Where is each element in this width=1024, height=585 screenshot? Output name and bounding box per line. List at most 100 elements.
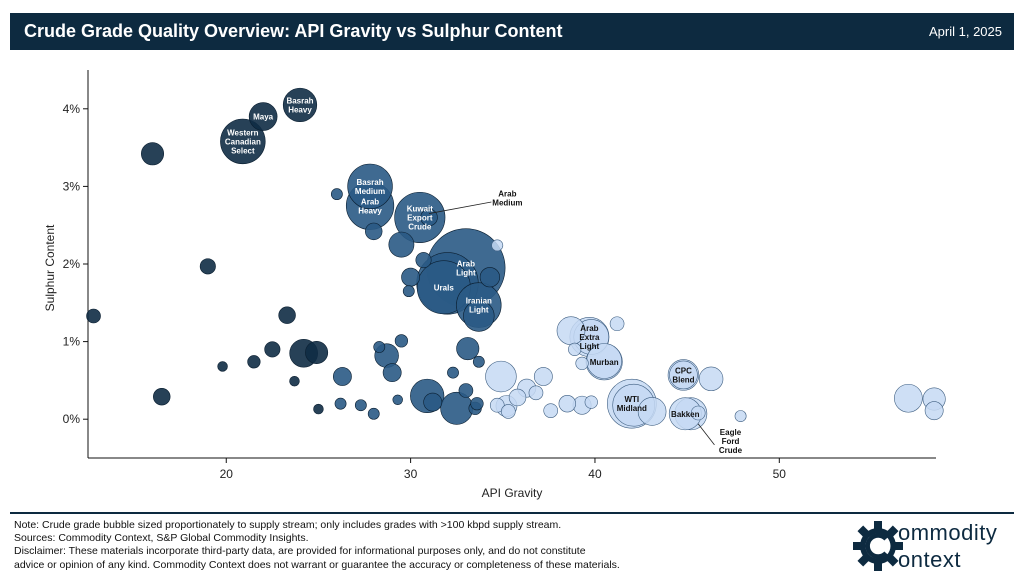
bubble <box>388 231 415 258</box>
bubble <box>313 403 324 415</box>
x-tick-label: 50 <box>773 467 787 481</box>
bubble-label: WTI Midland <box>617 395 647 413</box>
bubble <box>354 399 367 412</box>
bubble <box>247 355 261 369</box>
gear-c-icon <box>853 521 903 571</box>
report-date: April 1, 2025 <box>929 24 1002 39</box>
bubble <box>734 410 747 422</box>
bubble <box>289 375 300 387</box>
bubble <box>690 405 706 421</box>
bubble <box>456 337 480 361</box>
bubble <box>217 361 228 372</box>
y-axis-title: Sulphur Content <box>43 224 57 311</box>
x-axis-title: API Gravity <box>482 486 543 500</box>
bubble-label: Arab Light <box>456 259 476 277</box>
bubble <box>332 367 352 386</box>
bubble-label: Basrah Medium <box>355 178 385 196</box>
y-tick-label: 4% <box>63 102 81 116</box>
commodity-context-logo: ommodity ontext <box>852 516 1012 582</box>
bubble-label: Kuwait Export Crude <box>407 204 434 231</box>
bubble <box>584 395 598 409</box>
y-tick-label: 0% <box>63 412 81 426</box>
bubble-label: CPC Blend <box>672 366 694 384</box>
bubble-label: Western Canadian Select <box>225 128 261 155</box>
bubble <box>479 267 500 288</box>
bubble <box>420 208 438 227</box>
header-bar: Crude Grade Quality Overview: API Gravit… <box>10 13 1014 50</box>
bubble <box>533 367 553 386</box>
bubble-label: Bakken <box>671 410 700 419</box>
bubble <box>330 188 343 201</box>
bubble <box>485 360 517 393</box>
bubble <box>491 239 504 252</box>
footer-notes: Note: Crude grade bubble sized proportio… <box>14 519 814 572</box>
bubble-label: Arab Heavy <box>358 197 382 215</box>
bubble <box>458 383 474 398</box>
bubble-label: Maya <box>253 113 274 122</box>
bubble-basrah-medium <box>347 163 393 210</box>
bubble <box>199 258 216 275</box>
bubble-kuwait-export-crude <box>394 191 446 243</box>
bubble <box>568 342 582 356</box>
bubble <box>278 306 296 324</box>
x-tick-label: 20 <box>220 467 234 481</box>
callout-label: Eagle Ford Crude <box>719 428 743 455</box>
footer-note: Note: Crude grade bubble sized proportio… <box>14 519 562 531</box>
bubble <box>367 407 380 420</box>
bubble <box>153 387 171 406</box>
bubble <box>394 334 408 348</box>
bubble-basrah-heavy <box>282 87 318 123</box>
chart-title: Crude Grade Quality Overview: API Gravit… <box>24 21 563 41</box>
callout-label: Arab Medium <box>492 190 522 208</box>
bubble <box>86 308 101 324</box>
footer-disclaimer-1: Disclaimer: These materials incorporate … <box>14 545 586 558</box>
y-tick-label: 3% <box>63 179 81 193</box>
bubble <box>489 397 505 413</box>
x-tick-label: 30 <box>404 467 418 481</box>
bubble <box>305 340 329 364</box>
bubble <box>402 285 415 298</box>
bubble <box>558 394 577 413</box>
bubble-maya <box>248 102 278 131</box>
bubble <box>637 397 667 426</box>
bubble <box>575 356 589 370</box>
bubble <box>463 300 495 332</box>
footer-divider <box>10 512 1014 514</box>
bubble <box>894 383 923 413</box>
bubble-western-canadian-select <box>220 118 266 165</box>
bubble <box>373 341 386 353</box>
y-tick-label: 1% <box>63 335 81 349</box>
bubble <box>392 394 403 405</box>
bubble <box>528 385 544 401</box>
logo-text-context: ontext <box>898 547 961 572</box>
y-tick-label: 2% <box>63 257 81 271</box>
callout-leader <box>428 201 492 214</box>
bubble <box>924 401 944 421</box>
bubble <box>472 355 485 368</box>
bubble <box>382 363 402 383</box>
bubble <box>141 142 165 166</box>
callout-leader <box>697 423 715 446</box>
footer-sources: Sources: Commodity Context, S&P Global C… <box>14 532 309 545</box>
bubble <box>401 267 421 287</box>
footer-disclaimer-2: advice or opinion of any kind. Commodity… <box>14 558 620 571</box>
bubble <box>334 397 347 410</box>
bubble <box>447 366 459 379</box>
x-tick-label: 40 <box>588 467 602 481</box>
bubble-label: Murban <box>590 358 619 367</box>
scatter-chart: 20 30 40 50 0% 1% 2% 3% 4% Basrah Heavy Maya Wester… <box>43 70 946 500</box>
bubble-label: Arab Extra Light <box>579 324 600 351</box>
bubble <box>501 404 516 419</box>
bubble <box>264 341 281 358</box>
bubble <box>423 392 443 412</box>
logo-text-commodity: ommodity <box>898 520 998 545</box>
bubble <box>609 316 625 332</box>
bubble <box>470 397 484 411</box>
bubble <box>365 222 383 241</box>
bubble <box>415 252 432 269</box>
bubble-label: Urals <box>434 283 455 292</box>
bubble-label: Iranian Light <box>466 297 492 315</box>
bubble <box>698 366 724 392</box>
bubble <box>508 388 527 407</box>
bubble-label: Basrah Heavy <box>286 96 313 114</box>
